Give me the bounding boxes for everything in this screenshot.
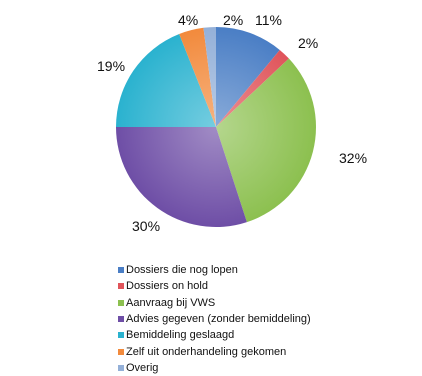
- slice-percent-label: 11%: [255, 12, 282, 28]
- pie-slice: [203, 27, 216, 127]
- legend-item: Overig: [118, 360, 311, 376]
- legend-swatch: [118, 283, 124, 290]
- legend-item: Aanvraag bij VWS: [118, 295, 311, 311]
- legend-swatch: [118, 299, 124, 306]
- chart-legend: Dossiers die nog lopen Dossiers on hold Aa…: [118, 262, 311, 376]
- legend-swatch: [118, 267, 124, 274]
- legend-item: Advies gegeven (zonder bemiddeling): [118, 311, 311, 327]
- legend-item: Dossiers on hold: [118, 278, 311, 294]
- pie-slice: [216, 49, 289, 127]
- slice-percent-label: 30%: [132, 218, 160, 234]
- legend-swatch: [118, 332, 124, 339]
- legend-item: Zelf uit onderhandeling gekomen: [118, 343, 311, 359]
- pie-slice: [216, 27, 280, 127]
- pie-slice: [216, 58, 316, 223]
- legend-swatch: [118, 364, 124, 371]
- slice-percent-label: 2%: [223, 12, 243, 28]
- legend-label: Overig: [126, 361, 159, 374]
- legend-label: Bemiddeling geslaagd: [126, 329, 235, 342]
- pie-slice: [116, 34, 216, 127]
- pie-slice: [116, 127, 247, 228]
- legend-label: Aanvraag bij VWS: [126, 296, 216, 309]
- slice-percent-label: 2%: [298, 35, 318, 51]
- legend-label: Dossiers die nog lopen: [126, 264, 238, 277]
- legend-swatch: [118, 316, 124, 323]
- slice-percent-label: 4%: [178, 12, 198, 28]
- legend-item: Bemiddeling geslaagd: [118, 327, 311, 343]
- slice-percent-label: 32%: [339, 150, 367, 166]
- slice-percent-label: 19%: [97, 58, 125, 74]
- legend-item: Dossiers die nog lopen: [118, 262, 311, 278]
- legend-label: Zelf uit onderhandeling gekomen: [126, 345, 287, 358]
- legend-label: Advies gegeven (zonder bemiddeling): [126, 313, 311, 326]
- legend-label: Dossiers on hold: [126, 280, 208, 293]
- legend-swatch: [118, 348, 124, 355]
- pie-slice: [179, 27, 216, 128]
